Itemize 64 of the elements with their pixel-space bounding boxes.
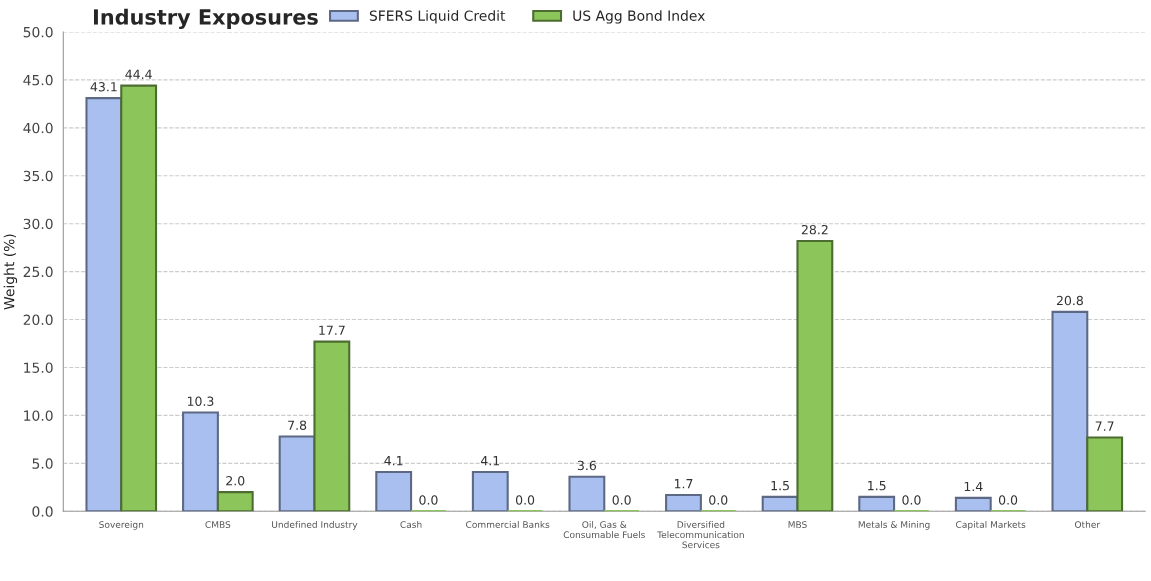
bar [1051,310,1089,512]
data-label: 0.0 [419,495,438,505]
bar [182,411,219,512]
bar [858,495,896,512]
data-label: 17.7 [319,325,345,335]
bar [568,475,606,512]
data-label: 20.8 [1056,295,1083,306]
data-label: 0.0 [612,495,631,505]
bar [313,340,351,512]
x-tick-label: Metals & Mining [858,521,930,530]
bar [954,496,992,512]
x-tick-label: Cash [400,521,422,528]
data-label: 44.4 [125,69,152,79]
legend-label: US Agg Bond Index [573,10,705,24]
bar [375,470,413,512]
data-label: 43.1 [90,82,117,92]
data-label: 10.3 [187,396,214,406]
x-tick-label: MBS [788,521,807,528]
bar [665,493,702,512]
x-tick-label: Other [1074,521,1101,528]
bar [761,495,799,512]
y-tick-label: 45.0 [23,74,53,86]
data-label: 28.2 [801,224,828,235]
x-tick-label: Undefined Industry [272,521,358,530]
chart-title: Industry Exposures [93,8,318,30]
data-label: 1.5 [868,481,886,491]
data-label: 3.6 [577,460,597,471]
data-label: 7.7 [1095,421,1114,431]
data-label: 0.0 [998,495,1018,505]
y-tick-label: 15.0 [24,362,53,373]
x-tick-label: CMBS [205,521,231,528]
data-label: 4.1 [384,456,403,466]
x-tick-label: Capital Markets [956,521,1026,530]
data-label: 4.1 [480,456,500,466]
x-tick-label: Sovereign [99,521,144,530]
y-tick-label: 25.0 [23,266,53,278]
y-tick-label: 0.0 [32,506,53,517]
bar [796,239,834,512]
bar [120,84,158,512]
data-label: 0.0 [709,495,728,505]
x-tick-label: Diversified Telecommunication Services [657,521,744,549]
y-tick-label: 20.0 [23,314,53,326]
data-label: 2.0 [226,476,245,486]
data-label: 1.5 [771,481,789,491]
bar [216,491,254,512]
x-tick-label: Oil, Gas & Consumable Fuels [563,521,645,539]
y-tick-label: 30.0 [23,218,53,230]
y-tick-label: 40.0 [23,122,53,134]
data-label: 0.0 [902,495,921,505]
y-axis-title: Weight (%) [3,234,18,310]
y-tick-label: 10.0 [24,410,53,421]
bar [1086,436,1124,512]
bar [278,435,316,512]
y-tick-label: 5.0 [32,458,53,469]
data-label: 1.7 [674,479,693,489]
data-label: 0.0 [515,495,535,505]
bar [471,470,509,512]
legend-label: SFERS Liquid Credit [369,10,506,24]
data-label: 1.4 [964,481,983,492]
data-label: 7.8 [288,420,307,430]
bar [85,97,123,512]
y-tick-label: 50.0 [23,26,53,38]
y-tick-label: 35.0 [23,170,53,182]
x-tick-label: Commercial Banks [466,521,550,528]
